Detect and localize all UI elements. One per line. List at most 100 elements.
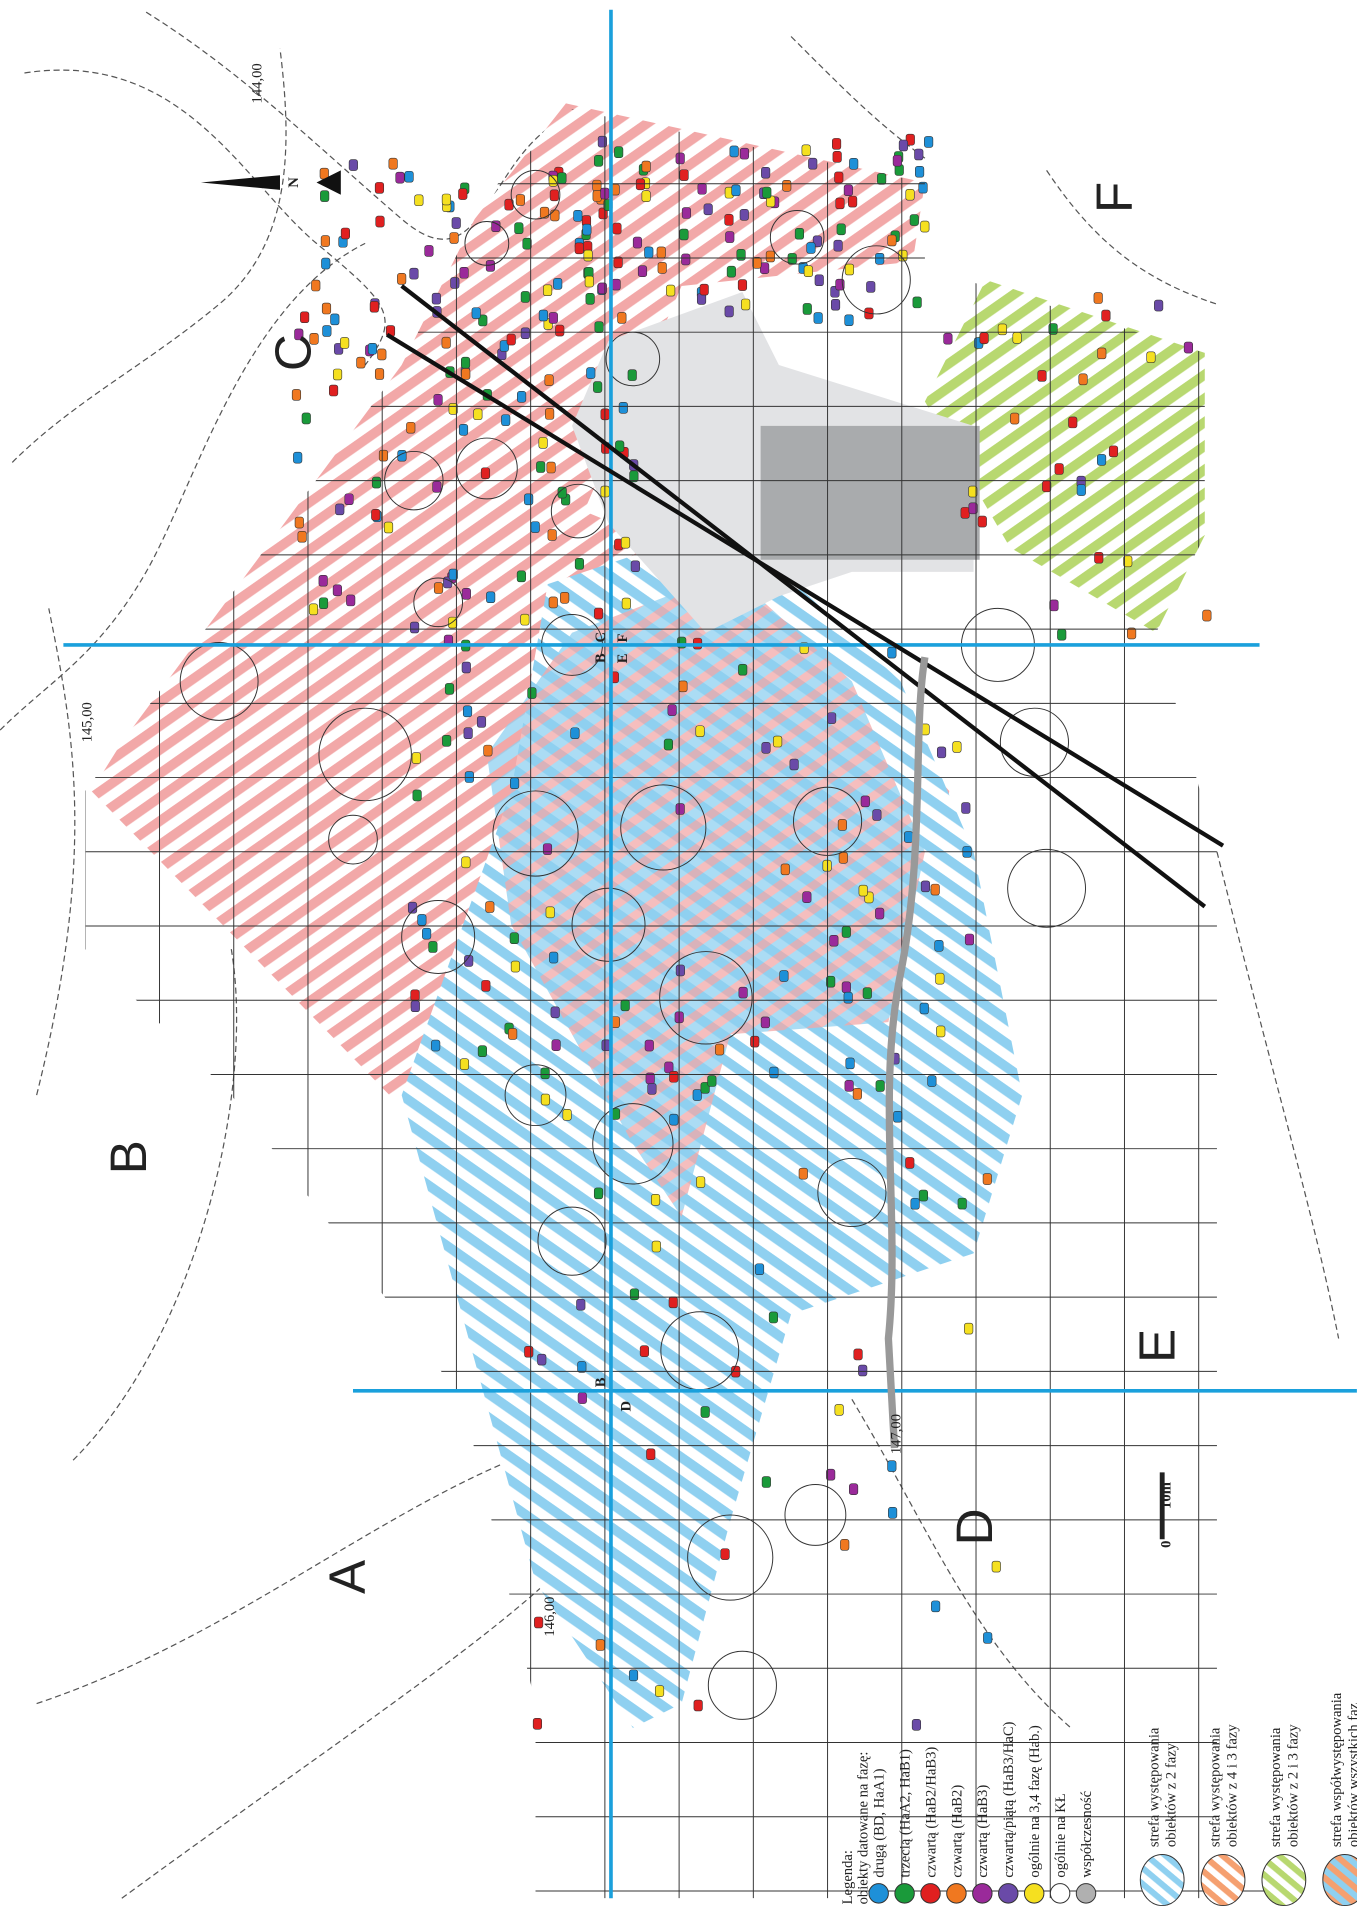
- feature: [412, 789, 422, 802]
- feature: [664, 1061, 674, 1074]
- feature: [410, 989, 420, 1002]
- feature: [768, 1311, 779, 1324]
- feature: [550, 1006, 560, 1019]
- feature: [433, 582, 444, 594]
- feature: [934, 940, 944, 952]
- feature: [853, 1348, 863, 1361]
- feature: [546, 461, 556, 474]
- feature: [1097, 347, 1107, 360]
- feature: [739, 147, 750, 160]
- feature: [802, 891, 812, 903]
- feature: [700, 1406, 710, 1418]
- feature: [459, 266, 469, 279]
- feature: [773, 735, 783, 748]
- sector-label: D: [618, 1401, 634, 1412]
- feature: [724, 214, 734, 226]
- legend-zone-swatch: [1261, 1853, 1307, 1907]
- feature: [520, 613, 530, 626]
- feature: [594, 155, 604, 167]
- feature: [481, 980, 491, 992]
- legend-swatch: [998, 1883, 1019, 1904]
- feature: [1042, 480, 1052, 493]
- feature: [538, 437, 548, 449]
- feature: [835, 197, 845, 210]
- feature: [834, 171, 844, 184]
- feature: [905, 1157, 915, 1169]
- feature: [522, 237, 532, 250]
- feature: [510, 960, 520, 973]
- feature: [611, 278, 621, 291]
- feature: [442, 735, 452, 747]
- feature: [335, 503, 345, 516]
- feature: [428, 941, 438, 953]
- feature: [344, 493, 354, 505]
- feature: [668, 1296, 678, 1309]
- feature: [699, 283, 709, 296]
- feature: [586, 367, 596, 379]
- feature: [367, 342, 378, 355]
- legend-swatch: [972, 1883, 993, 1904]
- scale-length: 10m: [1159, 1482, 1175, 1509]
- feature: [516, 570, 526, 583]
- feature: [543, 284, 553, 297]
- feature: [547, 529, 557, 541]
- feature: [832, 151, 842, 163]
- feature: [679, 228, 689, 241]
- feature: [451, 217, 461, 229]
- feature: [311, 279, 321, 292]
- feature: [321, 257, 331, 270]
- legend-swatch: [1075, 1883, 1097, 1904]
- feature: [961, 802, 971, 814]
- feature: [499, 340, 509, 352]
- feature: [594, 321, 604, 333]
- zone-letter: B: [100, 1140, 157, 1174]
- feature: [877, 173, 887, 185]
- feature: [448, 568, 458, 581]
- feature: [761, 1476, 771, 1488]
- feature: [1076, 484, 1086, 496]
- feature: [982, 1173, 992, 1185]
- feature: [520, 327, 530, 340]
- feature: [720, 1548, 730, 1560]
- feature: [544, 374, 554, 386]
- feature: [461, 368, 471, 380]
- feature: [485, 260, 495, 272]
- feature: [737, 279, 748, 291]
- feature: [845, 1057, 855, 1070]
- feature: [432, 481, 442, 493]
- feature: [765, 250, 775, 263]
- feature: [798, 1167, 808, 1180]
- feature: [527, 687, 537, 699]
- feature: [1154, 299, 1164, 312]
- feature: [449, 232, 459, 244]
- legend-zone-label: obiektów z 4 i 3 fazy: [1224, 1724, 1240, 1847]
- feature: [834, 1404, 844, 1416]
- feature: [340, 227, 350, 240]
- sector-label: E: [615, 653, 631, 663]
- feature: [803, 265, 813, 277]
- feature: [592, 179, 602, 192]
- feature: [514, 222, 524, 234]
- feature: [647, 1083, 657, 1095]
- feature: [555, 324, 565, 337]
- legend-label: czwartą (HaB2/HaB3): [923, 1747, 939, 1878]
- feature: [576, 1298, 586, 1311]
- feature: [594, 607, 604, 620]
- feature: [524, 1345, 534, 1358]
- feature: [1037, 370, 1047, 382]
- feature: [646, 1448, 656, 1461]
- feature: [462, 705, 473, 718]
- feature: [656, 246, 666, 259]
- feature: [632, 236, 643, 249]
- feature: [395, 171, 405, 184]
- feature: [584, 275, 594, 288]
- feature: [548, 175, 558, 187]
- feature: [483, 744, 493, 757]
- feature: [829, 934, 839, 947]
- feature: [729, 145, 739, 158]
- feature: [754, 1263, 765, 1275]
- feature: [750, 1035, 760, 1048]
- feature: [841, 981, 851, 994]
- feature: [910, 1197, 920, 1210]
- feature: [769, 1066, 779, 1079]
